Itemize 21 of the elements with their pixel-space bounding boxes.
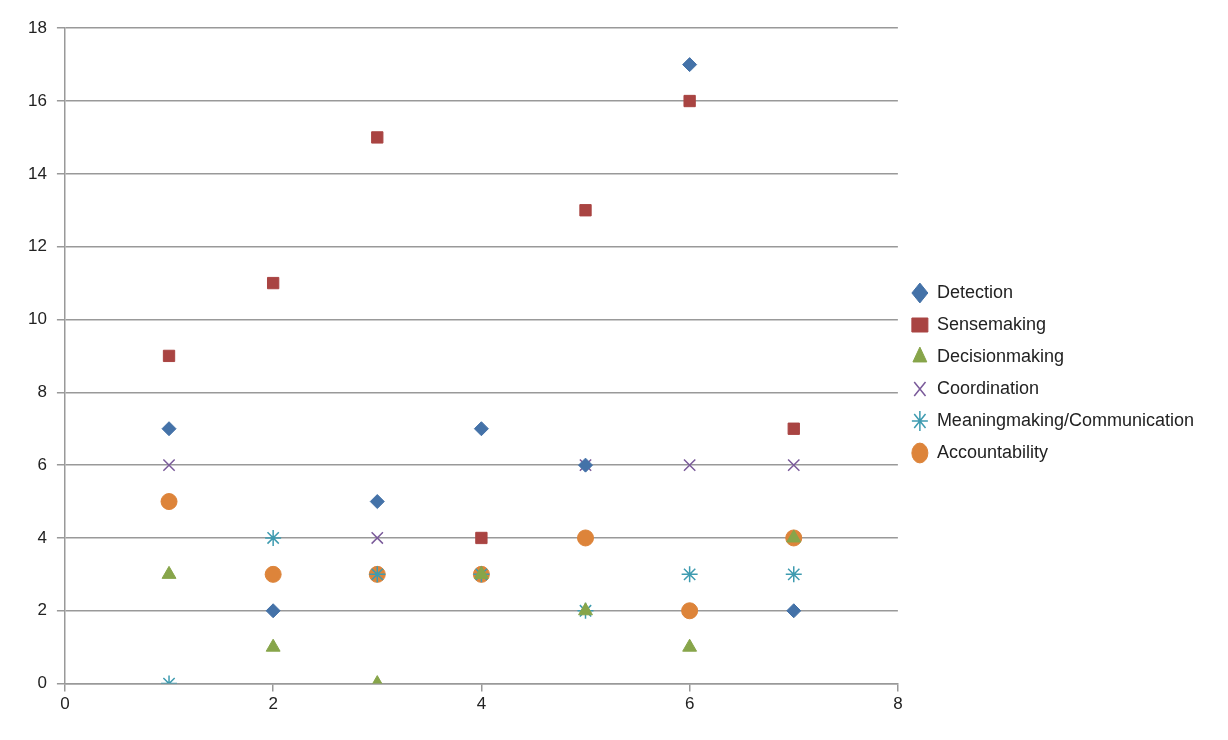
x-tick-label: 4 [476,694,487,714]
y-tick-label: 16 [27,90,47,110]
x-tick-label: 0 [60,694,70,714]
y-tick-label: 10 [27,309,47,329]
legend-label: Decisionmaking [936,345,1064,366]
y-tick-label: 4 [37,527,47,547]
x-tick-label: 8 [893,694,903,714]
legend-label: Meaningmaking/Communication [936,409,1194,430]
legend-label: Coordination [936,377,1039,398]
legend-label: Detection [936,281,1013,302]
legend-label: Sensemaking [936,313,1046,334]
y-tick-label: 2 [37,600,47,620]
y-tick-label: 0 [37,673,47,693]
y-tick-label: 12 [27,236,47,256]
x-tick-label: 6 [684,694,695,714]
x-tick-label: 2 [268,694,278,714]
legend-label: Accountability [936,441,1048,462]
y-tick-label: 6 [37,454,47,474]
y-tick-label: 14 [27,163,47,183]
y-tick-label: 18 [27,17,47,37]
y-tick-label: 8 [37,382,47,401]
